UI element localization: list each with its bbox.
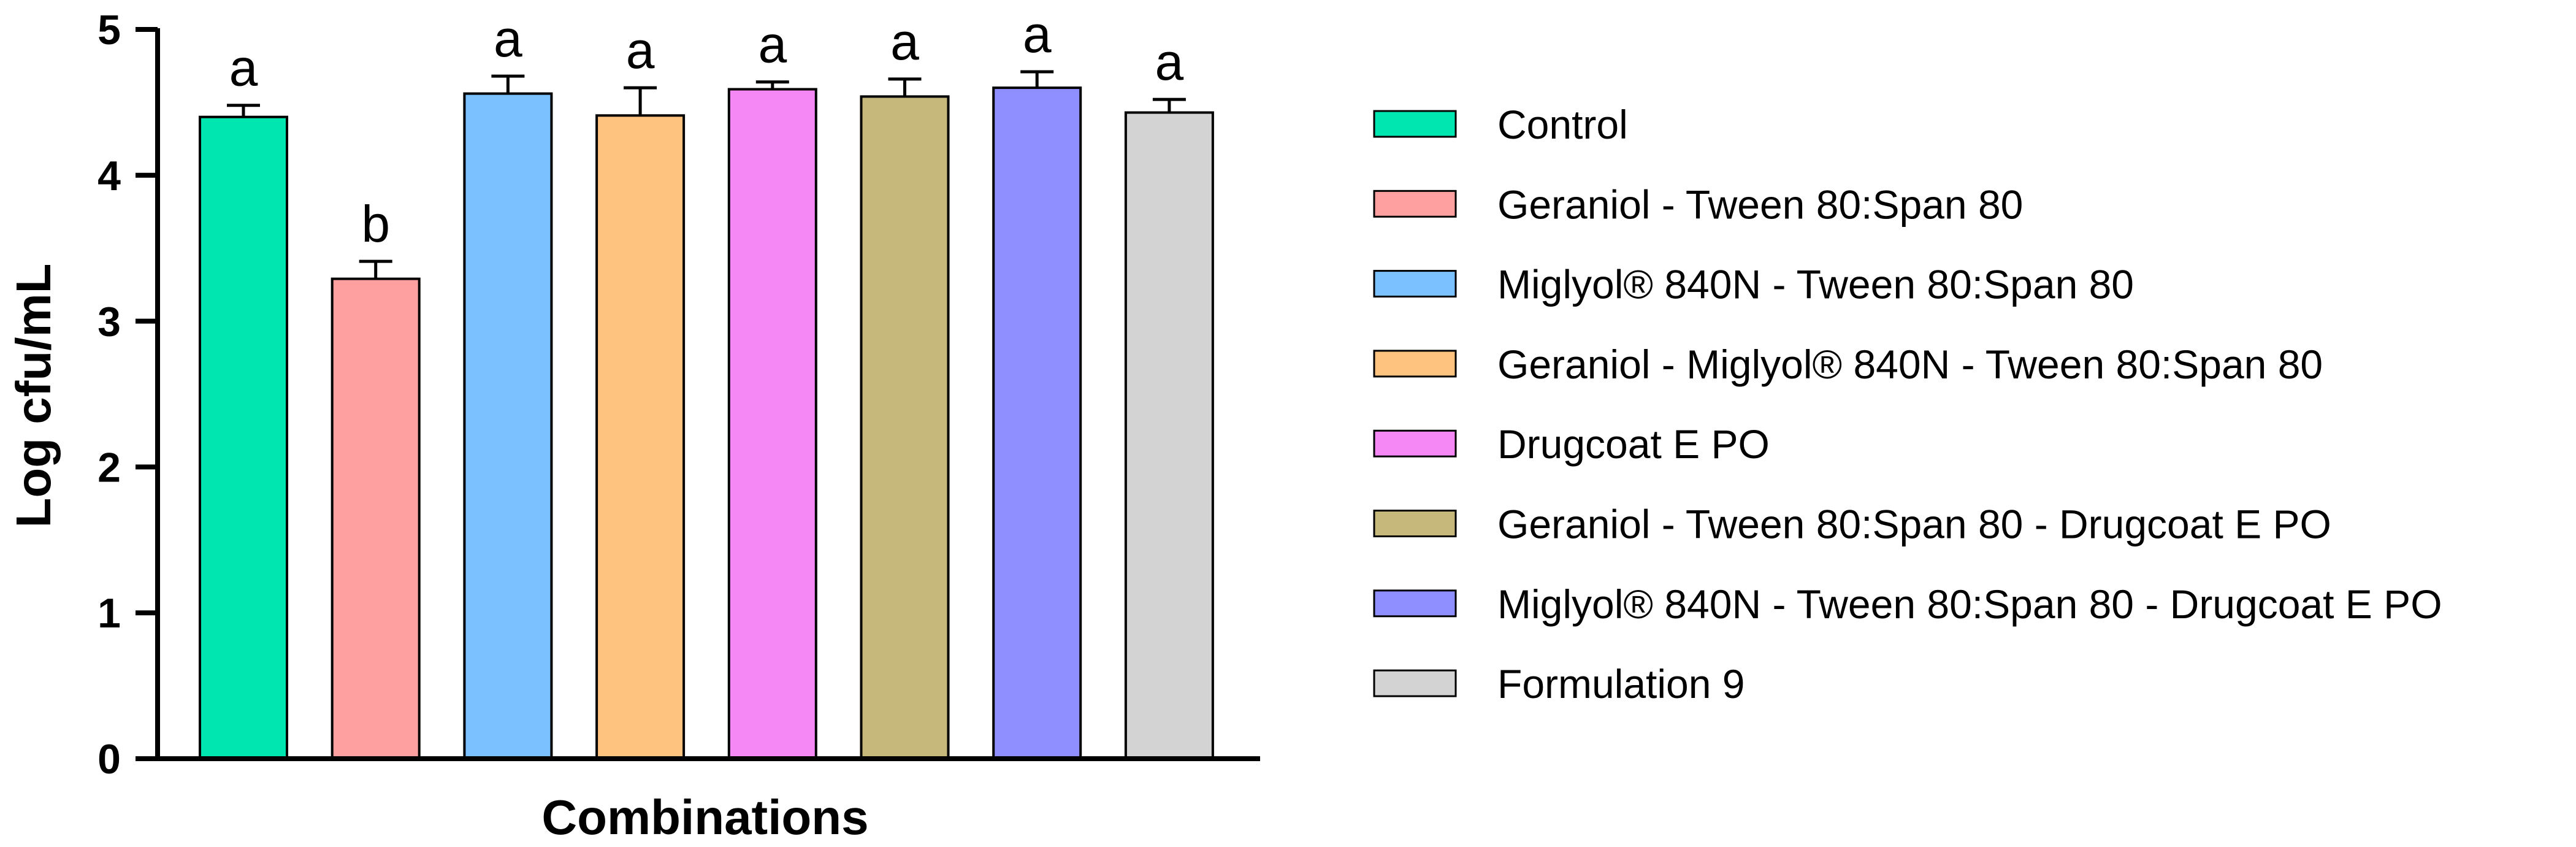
significance-label-1: a xyxy=(229,39,258,97)
bar-5 xyxy=(727,88,817,760)
legend: Control Geraniol - Tween 80:Span 80 Miglyo… xyxy=(1373,102,2442,707)
significance-label-7: a xyxy=(1023,6,1052,63)
legend-swatch-3 xyxy=(1373,270,1457,298)
legend-swatch-2 xyxy=(1373,190,1457,218)
bars-layer: a b a a a a a a xyxy=(199,6,1214,761)
significance-label-2: b xyxy=(361,195,390,253)
y-tick-label-4: 4 xyxy=(97,153,121,199)
significance-label-8: a xyxy=(1155,33,1184,91)
bar-4 xyxy=(595,114,686,760)
legend-swatch-1 xyxy=(1373,110,1457,138)
bar-7 xyxy=(992,86,1082,761)
y-tick-label-3: 3 xyxy=(97,299,121,345)
legend-swatch-8 xyxy=(1373,669,1457,697)
bar-2 xyxy=(331,277,421,761)
bar-6 xyxy=(860,95,950,760)
x-axis-title: Combinations xyxy=(541,790,868,845)
legend-swatch-4 xyxy=(1373,350,1457,378)
legend-swatch-6 xyxy=(1373,510,1457,537)
bar-8 xyxy=(1124,111,1214,760)
significance-label-5: a xyxy=(758,16,787,74)
legend-label-1: Control xyxy=(1497,102,1628,147)
legend-label-7: Miglyol® 840N - Tween 80:Span 80 - Drugc… xyxy=(1497,581,2442,627)
legend-label-6: Geraniol - Tween 80:Span 80 - Drugcoat E… xyxy=(1497,502,2331,547)
bar-3 xyxy=(463,92,553,761)
legend-swatch-7 xyxy=(1373,589,1457,618)
y-tick-label-5: 5 xyxy=(97,7,121,53)
legend-label-5: Drugcoat E PO xyxy=(1497,421,1770,467)
bar-1 xyxy=(199,115,288,761)
y-tick-label-2: 2 xyxy=(97,444,121,491)
legend-swatch-5 xyxy=(1373,429,1457,458)
y-tick-label-1: 1 xyxy=(97,590,121,637)
significance-label-3: a xyxy=(494,10,522,67)
legend-label-4: Geraniol - Miglyol® 840N - Tween 80:Span… xyxy=(1497,342,2323,387)
y-axis-title: Log cfu/mL xyxy=(6,263,61,527)
significance-label-6: a xyxy=(890,13,919,71)
y-tick-label-0: 0 xyxy=(97,736,121,783)
legend-label-2: Geraniol - Tween 80:Span 80 xyxy=(1497,182,2023,227)
legend-label-8: Formulation 9 xyxy=(1497,661,1745,707)
axes-layer: 0 1 2 3 4 5 xyxy=(97,7,1260,783)
legend-label-3: Miglyol® 840N - Tween 80:Span 80 xyxy=(1497,262,2134,307)
significance-label-4: a xyxy=(626,21,655,79)
